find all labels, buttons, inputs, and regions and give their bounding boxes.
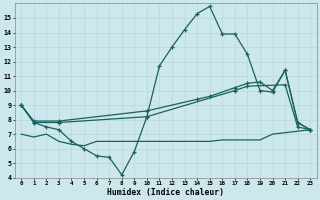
X-axis label: Humidex (Indice chaleur): Humidex (Indice chaleur) (107, 188, 224, 197)
